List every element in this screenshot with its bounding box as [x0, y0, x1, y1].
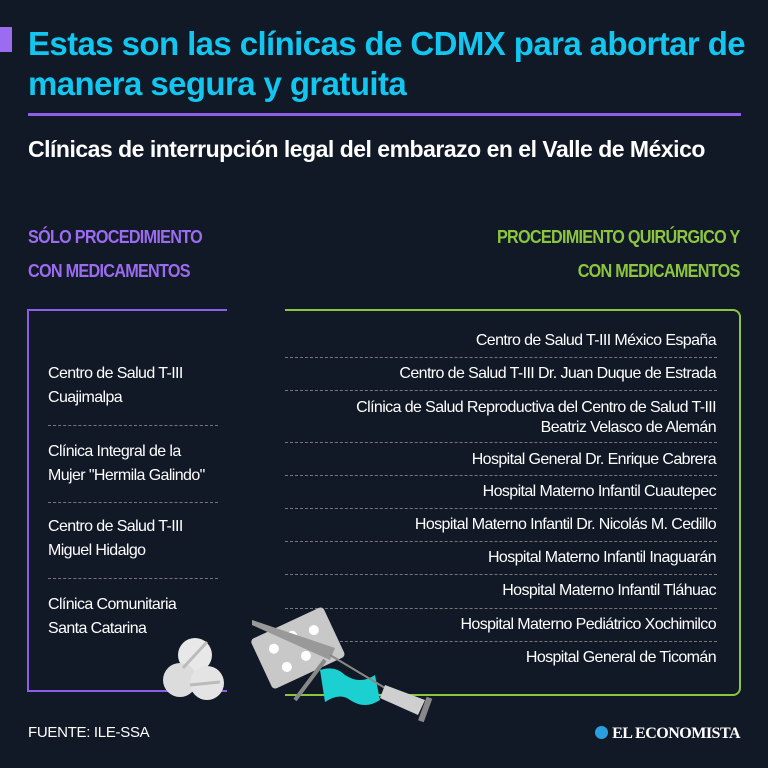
list-item-line: Centro de Salud T-III [48, 365, 183, 382]
cloth-icon [320, 668, 380, 705]
list-separator [285, 641, 717, 642]
list-separator [285, 357, 717, 358]
list-separator [48, 425, 218, 426]
list-separator [285, 608, 717, 609]
title-accent-bar [0, 27, 12, 52]
list-item: Centro de Salud T-III Miguel Hidalgo [48, 515, 223, 563]
list-separator [285, 574, 717, 575]
speculum-icon [252, 620, 335, 702]
left-heading-line2: CON MEDICAMENTOS [28, 261, 191, 281]
brand-name: EL ECONOMISTA [612, 725, 740, 742]
list-item-line: Hospital General de Ticomán [525, 649, 717, 666]
list-item: Clínica Integral de la Mujer "Hermila Gal… [48, 440, 223, 488]
list-separator [48, 502, 218, 503]
list-item-line: Clínica Integral de la [48, 443, 181, 460]
pills-icon [163, 638, 224, 700]
list-item: Centro de Salud T-III Cuajimalpa [48, 362, 223, 410]
list-separator [285, 475, 717, 476]
left-heading-line1: SÓLO PROCEDIMIENTO [28, 227, 203, 247]
list-separator [285, 508, 717, 509]
medical-illustration [163, 607, 433, 723]
right-heading: PROCEDIMIENTO QUIRÚRGICO Y CON MEDICAMEN… [497, 220, 740, 288]
source-note: FUENTE: ILE-SSA [28, 724, 150, 741]
list-separator [48, 578, 218, 579]
list-item-line: Hospital Materno Infantil Cuautepec [482, 483, 717, 500]
list-item: Hospital General Dr. Enrique Cabrera [296, 450, 717, 470]
list-separator [285, 390, 717, 391]
list-item-line: Beatriz Velasco de Alemán [540, 419, 717, 436]
right-heading-line2: CON MEDICAMENTOS [578, 261, 741, 281]
right-heading-line1: PROCEDIMIENTO QUIRÚRGICO Y [497, 227, 740, 247]
list-item-line: Hospital Materno Infantil Dr. Nicolás M.… [414, 516, 717, 533]
list-item: Hospital Materno Pediátrico Xochimilco [296, 615, 716, 635]
list-item-line: Clínica de Salud Reproductiva del Centro… [356, 399, 716, 416]
list-separator [285, 541, 717, 542]
list-item: Centro de Salud T-III Dr. Juan Duque de … [296, 364, 716, 384]
list-item: Hospital Materno Infantil Tláhuac [296, 581, 716, 601]
list-item: Hospital General de Ticomán [296, 648, 717, 668]
list-item: Hospital Materno Infantil Cuautepec [296, 482, 717, 502]
list-item-line: Miguel Hidalgo [48, 542, 146, 559]
title-divider [28, 113, 741, 116]
list-item: Clínica de Salud Reproductiva del Centro… [296, 398, 716, 438]
left-list-frame [27, 309, 227, 692]
list-item: Hospital Materno Infantil Dr. Nicolás M.… [296, 515, 717, 535]
list-item: Hospital Materno Infantil Inaguarán [296, 548, 717, 568]
list-item: Clínica Comunitaria Santa Catarina [48, 593, 223, 641]
list-item-line: Cuajimalpa [48, 389, 123, 406]
list-item-line: Mujer "Hermila Galindo" [48, 467, 205, 484]
syringe-icon [329, 654, 433, 723]
left-heading: SÓLO PROCEDIMIENTO CON MEDICAMENTOS [28, 220, 203, 288]
right-list-frame [285, 309, 741, 696]
list-item-line: Centro de Salud T-III [48, 518, 183, 535]
subtitle: Clínicas de interrupción legal del embar… [28, 136, 705, 162]
list-item-line: Hospital Materno Pediátrico Xochimilco [460, 616, 716, 633]
list-item-line: Centro de Salud T-III México España [475, 332, 717, 349]
list-item-line: Hospital General Dr. Enrique Cabrera [471, 451, 717, 468]
globe-icon [595, 726, 609, 739]
list-item-line: Clínica Comunitaria [48, 596, 177, 613]
brand-logo: EL ECONOMISTA [595, 725, 740, 743]
list-separator [285, 442, 717, 443]
list-item: Centro de Salud T-III México España [296, 331, 717, 351]
list-item-line: Centro de Salud T-III Dr. Juan Duque de … [399, 365, 716, 382]
list-item-line: Hospital Materno Infantil Inaguarán [487, 549, 717, 566]
list-item-line: Santa Catarina [48, 620, 147, 637]
list-item-line: Hospital Materno Infantil Tláhuac [502, 582, 716, 599]
page-title: Estas son las clínicas de CDMX para abor… [28, 25, 746, 102]
